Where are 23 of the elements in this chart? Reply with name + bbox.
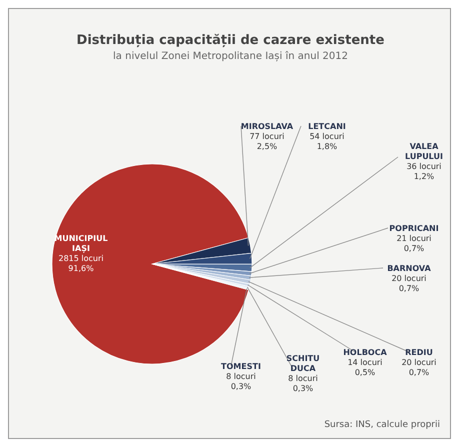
- slice-label: REDIU: [405, 348, 433, 357]
- text: Sursa: INS, calcule proprii: [324, 420, 440, 430]
- data-label: 36 locuri 1,2%: [406, 162, 442, 181]
- data-label: 8 locuri 0,3%: [288, 374, 318, 393]
- data-label: 8 locuri 0,3%: [226, 372, 256, 391]
- slice-label: TOMESTI: [221, 362, 261, 371]
- chart-title: Distribuția capacității de cazare existente: [76, 33, 386, 48]
- data-label: 14 locuri 0,5%: [348, 358, 382, 377]
- data-label: 77 locuri 2,5%: [250, 132, 284, 151]
- slice-label: BARNOVA: [387, 264, 432, 273]
- slice-label: VALEA LUPULUI: [405, 142, 443, 161]
- slice-label: SCHITU DUCA: [286, 354, 320, 373]
- data-label: 2815 locuri 91,6%: [58, 254, 104, 273]
- slice-label: MIROSLAVA: [240, 122, 294, 131]
- data-label: 54 locuri 1,8%: [310, 132, 344, 151]
- slice-label: POPRICANI: [389, 224, 439, 233]
- chart-subtitle: la nivelul Zonei Metropolitane Iași în anul 2012: [112, 51, 349, 62]
- data-label: 21 locuri 0,7%: [396, 234, 432, 253]
- slice-label: HOLBOCA: [343, 348, 388, 357]
- slice-label: LETCANI: [308, 122, 346, 131]
- data-label: 20 locuri 0,7%: [402, 358, 436, 377]
- slice-label: MUNICIPIUL IAȘI: [54, 234, 108, 253]
- data-label: 20 locuri 0,7%: [392, 274, 426, 293]
